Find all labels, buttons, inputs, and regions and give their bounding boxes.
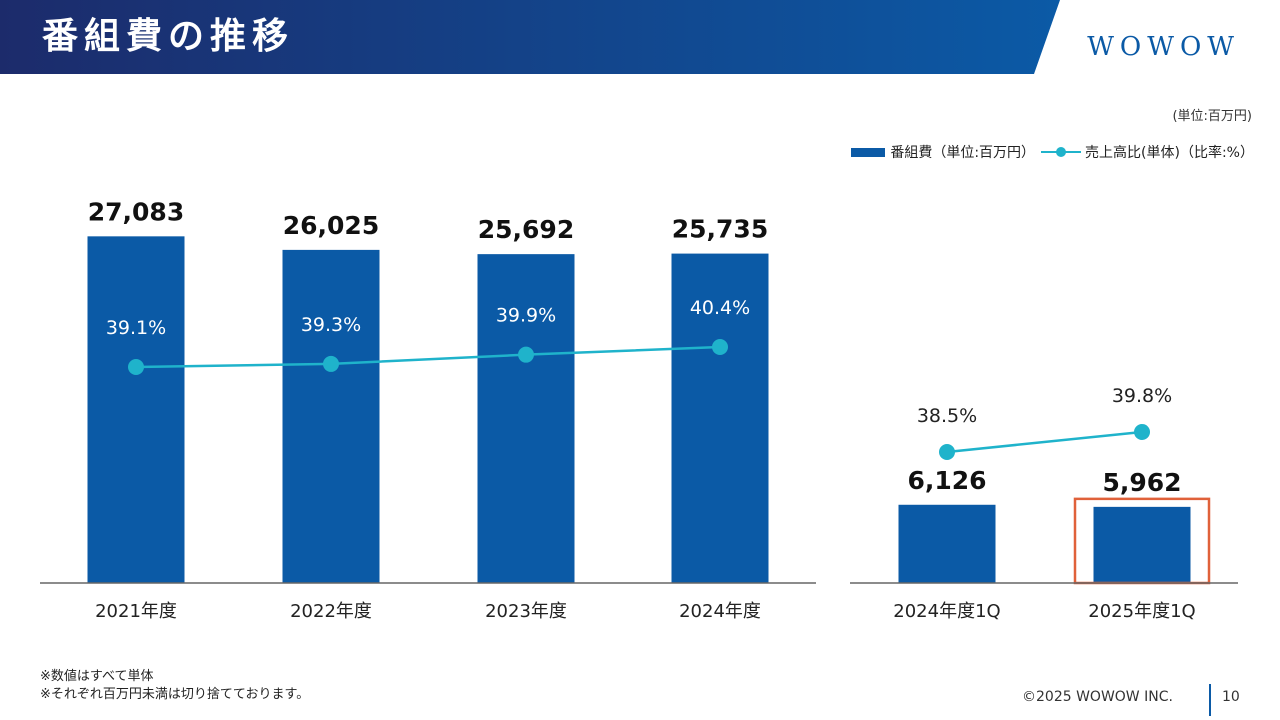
legend: 番組費（単位:百万円） 売上高比(単体)（比率:%） (851, 142, 1254, 162)
wowow-logo: WOWOW (1087, 32, 1240, 62)
annual-bar-label-4: 25,735 (672, 215, 768, 244)
annual-ratio-label-1: 39.1% (106, 317, 166, 339)
annual-category-label-4: 2024年度 (679, 601, 761, 622)
annual-ratio-label-3: 39.9% (496, 305, 556, 327)
header-band: 番組費の推移 WOWOW (0, 0, 1280, 74)
legend-bar-label: 番組費（単位:百万円） (890, 145, 1036, 161)
quarterly-bar-label-1: 6,126 (907, 466, 986, 495)
quarterly-ratio-label-2: 39.8% (1112, 385, 1172, 407)
annual-bar-label-3: 25,692 (478, 215, 574, 244)
annual-bar-label-1: 27,083 (88, 197, 184, 226)
quarterly-bar-1 (898, 504, 996, 583)
legend-line-label: 売上高比(単体)（比率:%） (1085, 145, 1254, 161)
annual-bar-label-2: 26,025 (283, 211, 379, 240)
footnote-2: ※それぞれ百万円未満は切り捨てております。 (40, 687, 310, 702)
annual-ratio-point-4 (712, 338, 728, 355)
annual-bar-3 (477, 254, 575, 583)
header-banner-shape (0, 0, 1060, 74)
legend-bar-swatch (851, 147, 886, 157)
copyright: ©2025 WOWOW INC. (1022, 689, 1173, 705)
quarterly-ratio-point-2 (1134, 423, 1150, 440)
page-number-separator (1209, 684, 1211, 716)
quarterly-ratio-label-1: 38.5% (917, 405, 977, 427)
quarterly-category-label-1: 2024年度1Q (893, 601, 1000, 622)
page-title: 番組費の推移 (42, 16, 295, 57)
unit-note: (単位:百万円) (1172, 109, 1252, 124)
page-number: 10 (1222, 689, 1240, 705)
annual-ratio-label-2: 39.3% (301, 314, 361, 336)
annual-bar-1 (87, 236, 185, 584)
annual-ratio-point-1 (128, 359, 144, 375)
quarterly-bar-label-2: 5,962 (1102, 468, 1181, 497)
annual-category-label-1: 2021年度 (95, 601, 177, 622)
annual-ratio-point-2 (323, 355, 339, 372)
quarterly-category-label-2: 2025年度1Q (1088, 601, 1195, 622)
footnote-1: ※数値はすべて単体 (40, 669, 154, 684)
annual-ratio-line (135, 345, 721, 369)
annual-ratio-point-3 (518, 346, 534, 363)
annual-category-label-2: 2022年度 (290, 601, 372, 622)
annual-bar-2 (282, 249, 380, 583)
quarterly-ratio-point-1 (939, 444, 955, 460)
quarterly-bar-2 (1093, 506, 1191, 583)
annual-category-label-3: 2023年度 (485, 601, 567, 622)
legend-line-swatch (1041, 145, 1082, 159)
quarterly-ratio-line (946, 430, 1143, 454)
annual-ratio-label-4: 40.4% (690, 297, 750, 319)
annual-bar-4 (671, 253, 769, 584)
